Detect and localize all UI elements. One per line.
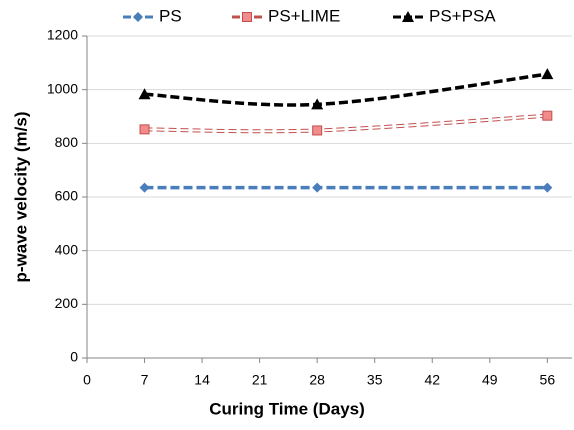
x-tick-label: 35	[367, 372, 383, 388]
y-tick-label: 1200	[47, 27, 78, 43]
legend-label: PS+LIME	[268, 6, 340, 25]
marker	[541, 68, 554, 80]
x-tick-label: 42	[424, 372, 440, 388]
y-tick-label: 0	[70, 349, 78, 365]
legend-marker	[242, 12, 252, 22]
x-tick-label: 7	[141, 372, 149, 388]
marker	[542, 182, 553, 193]
x-tick-label: 56	[540, 372, 556, 388]
y-tick-label: 800	[55, 134, 79, 150]
y-tick-label: 600	[55, 188, 79, 204]
legend-marker	[133, 12, 143, 22]
legend-marker	[402, 11, 414, 22]
y-axis-title: p-wave velocity (m/s)	[11, 111, 30, 282]
legend-label: PS	[159, 6, 182, 25]
x-tick-label: 21	[252, 372, 268, 388]
x-tick-label: 49	[482, 372, 498, 388]
marker	[138, 88, 151, 100]
y-tick-label: 1000	[47, 80, 78, 96]
x-tick-label: 14	[194, 372, 210, 388]
marker	[139, 182, 150, 193]
marker	[542, 110, 553, 121]
series-line	[144, 113, 548, 134]
x-tick-label: 28	[309, 372, 325, 388]
marker	[139, 124, 150, 135]
marker	[312, 182, 323, 193]
y-tick-label: 200	[55, 295, 79, 311]
marker	[312, 125, 323, 136]
x-axis-title: Curing Time (Days)	[209, 399, 365, 418]
x-tick-label: 0	[83, 372, 91, 388]
legend-label: PS+PSA	[429, 6, 496, 25]
y-tick-label: 400	[55, 241, 79, 257]
marker	[311, 98, 324, 110]
